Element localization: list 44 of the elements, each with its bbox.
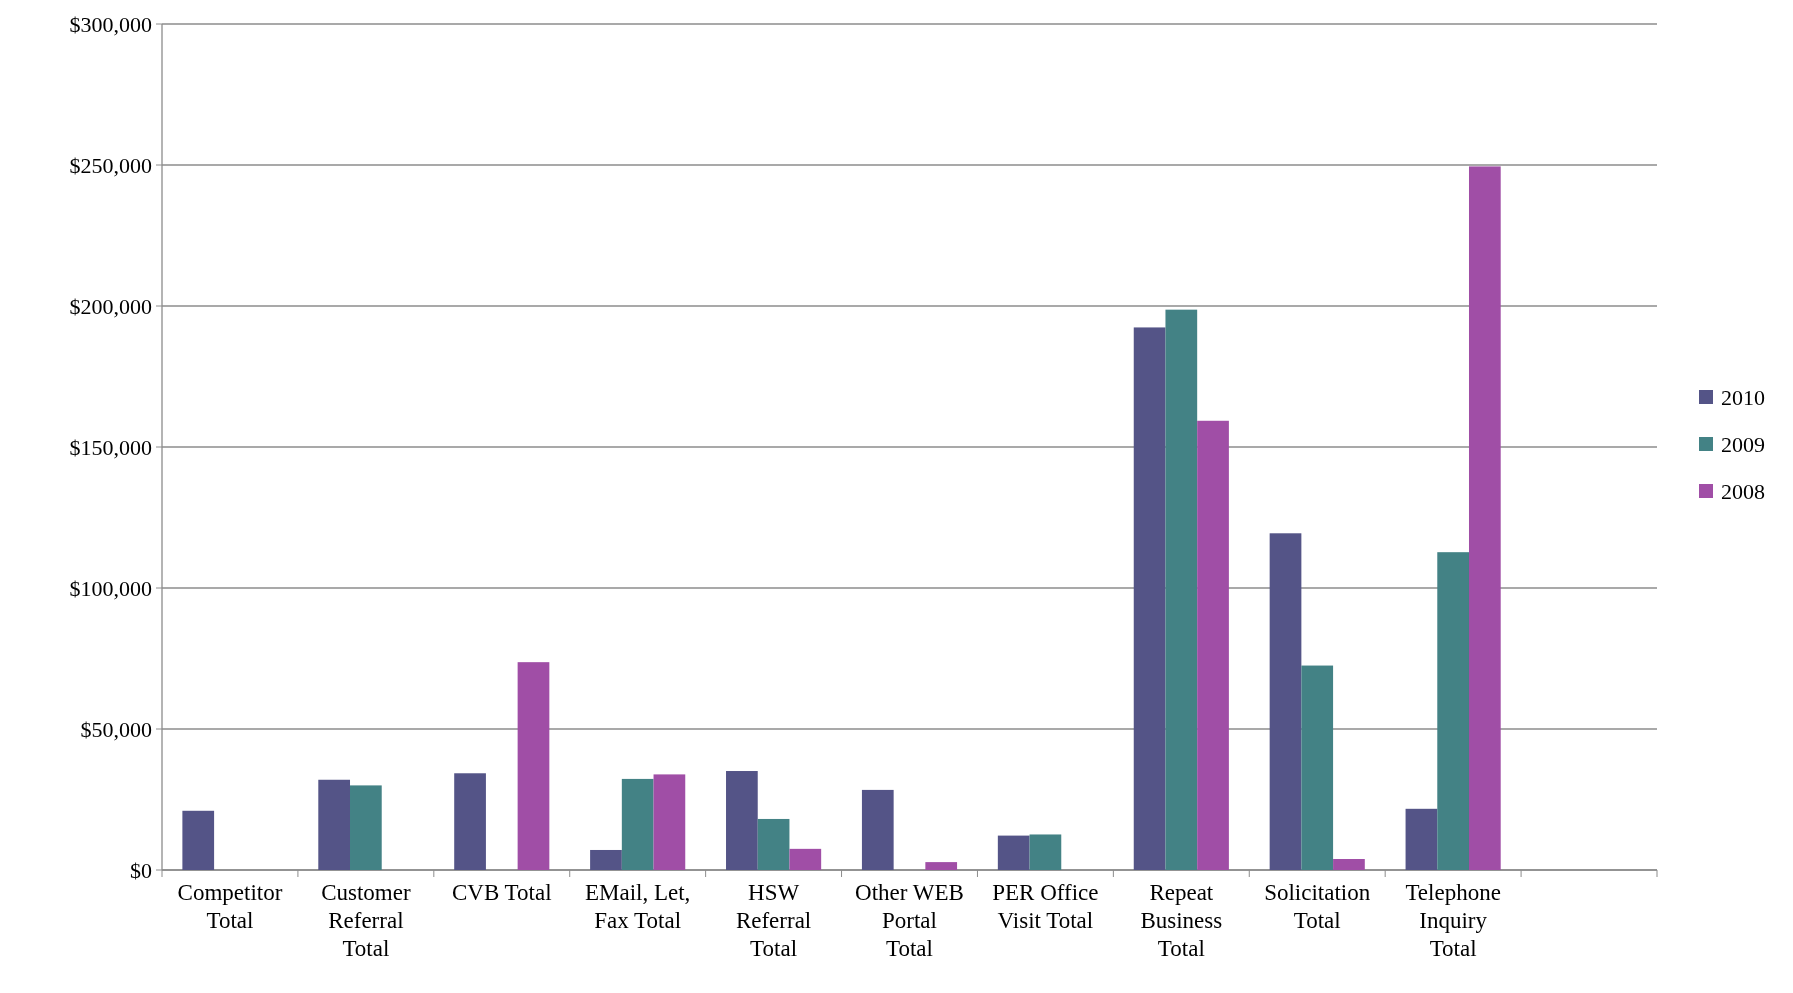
- bar: [318, 779, 351, 870]
- y-tick-label: $300,000: [69, 11, 152, 37]
- y-tick-label: $50,000: [80, 716, 152, 742]
- bar: [925, 862, 958, 870]
- bar: [454, 773, 486, 870]
- y-tick-label: $0: [130, 857, 152, 883]
- legend-label: 2009: [1721, 431, 1765, 457]
- legend-label: 2008: [1721, 478, 1765, 504]
- bar: [1269, 533, 1302, 870]
- x-tick-label: PER Office Visit Total: [992, 880, 1099, 933]
- bar: [789, 848, 822, 870]
- bar: [182, 810, 215, 870]
- bar: [1468, 166, 1501, 870]
- bar: [590, 849, 622, 870]
- bar: [997, 835, 1030, 870]
- y-tick-label: $150,000: [69, 434, 152, 460]
- y-tick-label: $100,000: [69, 575, 152, 601]
- bar: [861, 789, 894, 870]
- bar: [1029, 834, 1062, 870]
- x-tick-label: Customer Referral Total: [321, 880, 411, 961]
- y-tick-label: $250,000: [69, 152, 152, 178]
- bar: [1197, 420, 1229, 870]
- x-tick-label: CVB Total: [451, 880, 552, 905]
- bar: [1301, 665, 1334, 870]
- bar: [1133, 327, 1166, 870]
- bar: [1165, 309, 1198, 870]
- x-tick-label: Competitor Total: [177, 880, 283, 933]
- bar: [1333, 859, 1365, 870]
- x-tick-label: HSW Referral Total: [735, 880, 812, 961]
- y-tick-label: $200,000: [69, 293, 152, 319]
- bar: [726, 771, 758, 870]
- x-tick-label: EMail, Let, Fax Total: [584, 880, 691, 933]
- bar: [350, 785, 382, 870]
- bar: [757, 818, 790, 870]
- bar: [517, 662, 550, 870]
- bar: [1437, 552, 1469, 870]
- x-tick-label: Telephone Inquiry Total: [1405, 880, 1501, 961]
- bar: [1405, 808, 1438, 870]
- legend-label: 2010: [1721, 384, 1765, 410]
- x-tick-label: Solicitation Total: [1264, 880, 1371, 933]
- bar: [621, 778, 654, 870]
- x-tick-label: Other WEB Portal Total: [855, 880, 964, 961]
- bar: [653, 774, 686, 870]
- x-tick-label: Repeat Business Total: [1140, 880, 1223, 961]
